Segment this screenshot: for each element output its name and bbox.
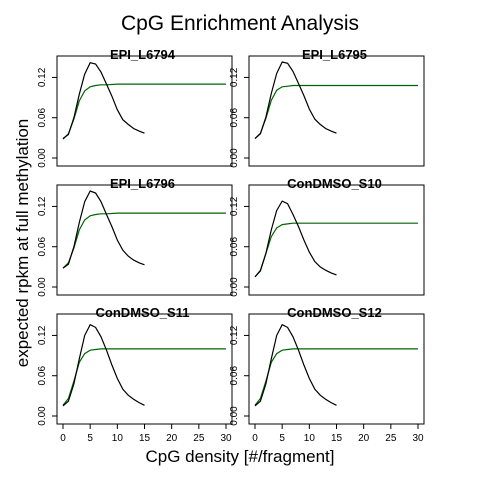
x-tick-label: 0 [252,433,258,444]
y-tick-label: 0.12 [37,325,48,345]
x-tick-label: 15 [331,433,343,444]
peak-curve [254,200,337,278]
y-tick-label: 0.00 [37,148,48,168]
peak-curve [62,62,145,139]
y-tick-label: 0.06 [37,366,48,386]
x-tick-label: 20 [358,433,370,444]
x-tick-label: 15 [139,433,151,444]
y-tick-label: 0.00 [229,406,240,426]
x-tick-label: 10 [112,433,124,444]
panel-title: ConDMSO_S12 [287,305,382,320]
panel-6: 0.00 0.06 0.12 0 5 10 15 20 25 30 ConDMSO_S12 [229,305,425,444]
panel-title: EPI_L6794 [110,47,176,62]
y-tick-label: 0.06 [229,237,240,257]
panel-2: 0.00 0.06 0.12 EPI_L6795 [229,47,425,168]
x-tick-label: 30 [412,433,424,444]
panel-title: ConDMSO_S10 [287,176,382,191]
x-tick-label: 30 [220,433,232,444]
y-tick-label: 0.00 [229,277,240,297]
y-tick-label: 0.12 [37,67,48,87]
fit-curve [254,84,418,139]
y-axis-label: expected rpkm at full methylation [13,119,32,368]
peak-curve [254,323,337,407]
peak-curve [62,190,145,269]
y-tick-label: 0.06 [229,108,240,128]
y-tick-label: 0.06 [37,237,48,257]
panel-4: 0.00 0.06 0.12 ConDMSO_S10 [229,176,425,297]
fit-curve [62,212,226,269]
panels-grid: 0.00 0.06 0.12 EPI_L6794 0.00 0.06 0.12 EPI_L67… [37,47,425,444]
y-tick-label: 0.06 [229,366,240,386]
peak-curve [62,323,145,407]
x-tick-label: 5 [279,433,285,444]
panel-5: 0.00 0.06 0.12 0 5 10 15 20 25 30 ConDMSO_S11 [37,305,233,444]
x-tick-label: 0 [60,433,66,444]
x-tick-label: 20 [166,433,178,444]
y-tick-label: 0.12 [229,325,240,345]
panel-title: EPI_L6795 [302,47,367,62]
y-tick-label: 0.00 [37,277,48,297]
x-tick-label: 5 [87,433,93,444]
fit-curve [62,83,226,140]
y-tick-label: 0.06 [37,108,48,128]
peak-curve [254,61,337,139]
panel-1: 0.00 0.06 0.12 EPI_L6794 [37,47,233,168]
x-tick-label: 25 [193,433,205,444]
chart-title: CpG Enrichment Analysis [121,12,359,35]
panel-title: ConDMSO_S11 [96,305,190,320]
y-tick-label: 0.12 [37,196,48,216]
y-tick-label: 0.12 [229,196,240,216]
y-tick-label: 0.00 [37,406,48,426]
x-tick-label: 25 [385,433,397,444]
y-tick-label: 0.00 [229,148,240,168]
panel-title: EPI_L6796 [110,176,175,191]
x-axis-label: CpG density [#/fragment] [146,447,335,466]
y-tick-label: 0.12 [229,67,240,87]
x-tick-label: 10 [304,433,316,444]
panel-3: 0.00 0.06 0.12 EPI_L6796 [37,176,233,297]
